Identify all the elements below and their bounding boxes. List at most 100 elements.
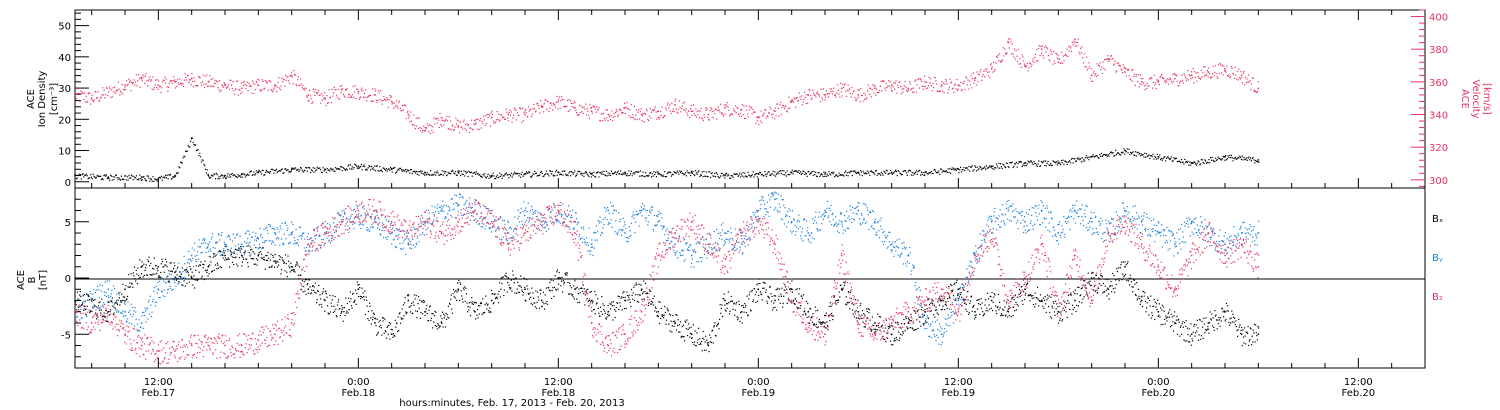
data-point xyxy=(1115,71,1117,73)
data-point xyxy=(944,83,946,85)
data-point xyxy=(172,80,174,82)
data-point xyxy=(465,207,468,209)
data-point xyxy=(1187,160,1189,163)
data-point xyxy=(287,227,289,229)
data-point xyxy=(380,169,383,171)
data-point xyxy=(861,95,863,97)
data-point xyxy=(607,223,609,225)
data-point xyxy=(1002,47,1004,49)
data-point xyxy=(524,214,526,217)
data-point xyxy=(391,243,393,245)
data-point xyxy=(937,328,939,331)
data-point xyxy=(807,227,809,229)
data-point xyxy=(1016,55,1018,57)
data-point xyxy=(707,251,710,254)
data-point xyxy=(520,212,522,214)
data-point xyxy=(342,215,344,218)
data-point xyxy=(327,102,329,104)
data-point xyxy=(757,215,759,217)
data-point xyxy=(521,223,524,226)
data-point xyxy=(973,253,976,256)
data-point xyxy=(194,242,196,244)
data-point xyxy=(341,170,343,172)
data-point xyxy=(465,129,467,132)
data-point xyxy=(310,237,312,239)
data-point xyxy=(1000,163,1002,165)
data-point xyxy=(1172,73,1174,75)
data-point xyxy=(324,169,326,171)
data-point xyxy=(352,223,354,225)
data-point xyxy=(840,87,843,90)
data-point xyxy=(1185,80,1187,82)
data-point xyxy=(573,172,575,174)
data-point xyxy=(479,173,481,176)
data-point xyxy=(90,176,93,178)
data-point xyxy=(440,123,442,126)
data-point xyxy=(528,106,530,108)
data-point xyxy=(226,236,228,238)
data-point xyxy=(333,86,335,89)
data-point xyxy=(495,230,497,232)
data-point xyxy=(91,300,93,303)
data-point xyxy=(541,217,543,219)
data-point xyxy=(875,94,877,96)
data-point xyxy=(1050,49,1052,51)
data-point xyxy=(258,169,260,171)
data-point xyxy=(588,117,590,119)
data-point xyxy=(916,288,918,290)
data-point xyxy=(618,173,620,175)
data-point xyxy=(892,172,894,174)
data-point xyxy=(886,247,888,249)
data-point xyxy=(118,88,120,90)
data-point xyxy=(412,123,414,126)
data-point xyxy=(635,221,637,223)
data-point xyxy=(562,174,564,176)
data-point xyxy=(84,300,87,302)
data-point xyxy=(678,108,680,111)
data-point xyxy=(1232,72,1234,75)
data-point xyxy=(314,167,316,169)
data-point xyxy=(1033,61,1035,63)
data-point xyxy=(1086,157,1088,159)
data-point xyxy=(665,230,667,232)
data-point xyxy=(203,238,205,240)
data-point xyxy=(690,254,693,257)
data-point xyxy=(478,174,480,176)
data-point xyxy=(959,286,962,288)
data-point xyxy=(1161,76,1163,78)
data-point xyxy=(791,232,793,234)
data-point xyxy=(1025,232,1027,234)
data-point xyxy=(209,75,211,77)
data-point xyxy=(495,176,498,178)
data-point xyxy=(818,94,820,96)
data-point xyxy=(939,330,941,332)
data-point xyxy=(250,170,252,172)
data-point xyxy=(509,109,511,111)
data-point xyxy=(1041,201,1043,203)
data-point xyxy=(1200,78,1202,80)
data-point xyxy=(74,94,76,96)
data-point xyxy=(202,239,204,241)
data-point xyxy=(471,206,473,208)
data-point xyxy=(534,170,536,173)
data-point xyxy=(790,222,792,224)
data-point xyxy=(471,175,473,177)
data-point xyxy=(820,88,822,90)
data-point xyxy=(762,114,764,116)
data-point xyxy=(825,90,827,92)
data-point xyxy=(454,126,456,128)
data-point xyxy=(754,111,756,113)
data-point xyxy=(553,222,556,224)
data-point xyxy=(399,242,401,245)
data-point xyxy=(428,130,430,133)
data-point xyxy=(715,176,717,178)
data-point xyxy=(127,301,129,303)
data-point xyxy=(913,266,916,269)
data-point xyxy=(435,220,437,222)
data-point xyxy=(159,280,161,282)
data-point xyxy=(889,231,891,234)
data-point xyxy=(644,176,646,178)
data-point xyxy=(220,89,222,91)
data-point xyxy=(1080,158,1082,160)
data-point xyxy=(390,166,392,169)
